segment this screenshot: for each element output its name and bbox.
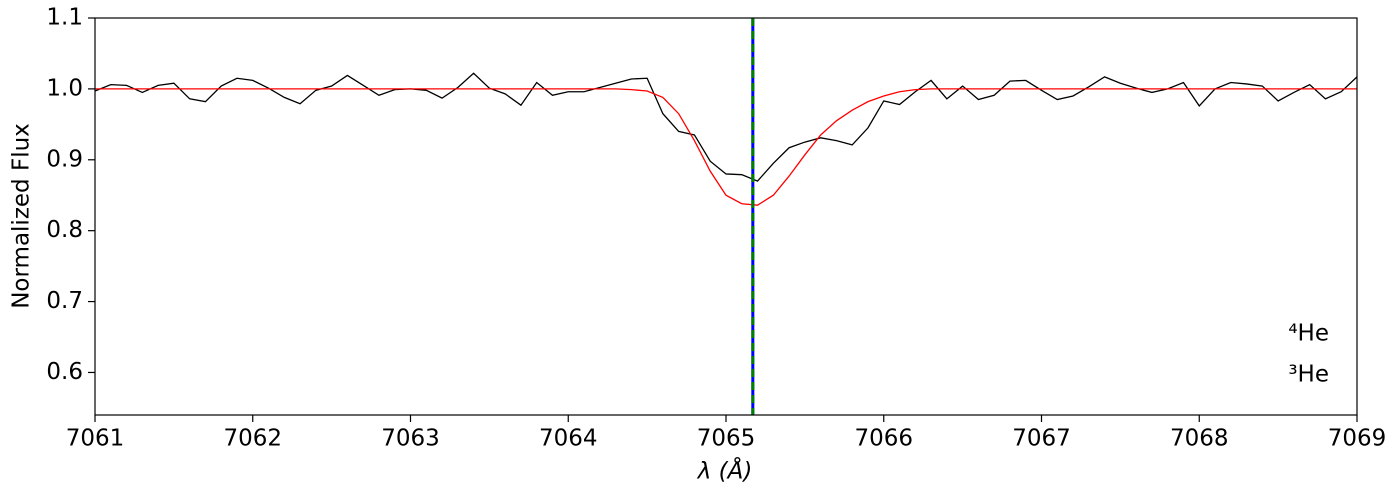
x-tick-label: 7069 <box>1328 426 1387 452</box>
x-tick-label: 7068 <box>1170 426 1229 452</box>
y-tick-label: 1.1 <box>46 5 83 31</box>
plot-frame <box>94 17 1358 416</box>
x-tick-label: 7067 <box>1012 426 1071 452</box>
y-axis-label: Normalized Flux <box>9 123 35 309</box>
y-tick-label: 0.7 <box>46 288 83 314</box>
y-tick-label: 0.6 <box>46 359 83 385</box>
data-line <box>94 72 1358 182</box>
x-tick-label: 7063 <box>381 426 440 452</box>
x-tick-label: 7062 <box>223 426 282 452</box>
x-tick-label: 7065 <box>697 426 756 452</box>
x-axis-label: λ (Å) <box>696 457 753 485</box>
x-tick-label: 7064 <box>539 426 598 452</box>
x-tick-label: 7061 <box>66 426 125 452</box>
annotation: ⁴He <box>1288 321 1329 347</box>
data-line <box>95 88 1357 206</box>
y-tick-label: 0.9 <box>46 146 83 172</box>
y-tick-label: 0.8 <box>46 217 83 243</box>
y-tick-label: 1.0 <box>46 75 83 101</box>
x-tick-label: 7066 <box>854 426 913 452</box>
annotation: ³He <box>1288 362 1329 388</box>
